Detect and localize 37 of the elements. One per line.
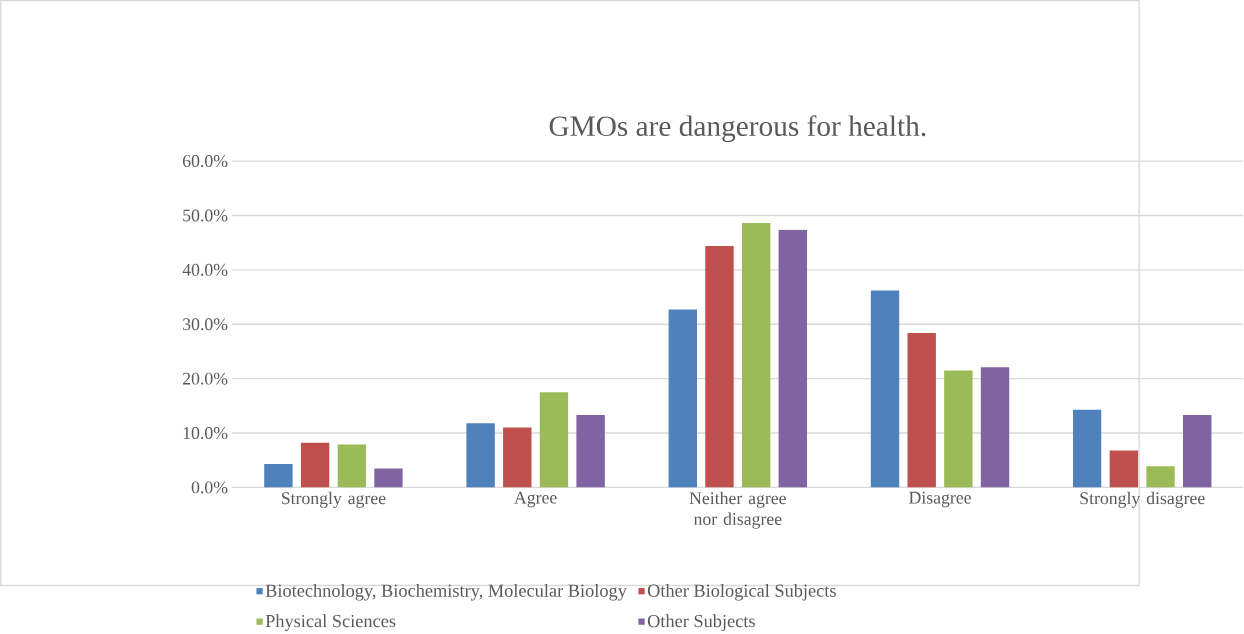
x-tick-label: Neither agree nor disagree (689, 491, 786, 529)
y-tick-label: 0.0% (191, 481, 228, 494)
bar (576, 415, 605, 488)
x-tick-label: Agree (514, 491, 557, 508)
y-tick-label: 40.0% (182, 263, 228, 276)
bar (337, 444, 366, 488)
legend-label: Biotechnology, Biochemistry, Molecular Biology (265, 584, 627, 601)
x-tick-label: Strongly disagree (1080, 491, 1205, 508)
bar (944, 370, 973, 488)
bar (1073, 409, 1102, 488)
bar (741, 223, 771, 488)
legend-label: Other Subjects (647, 614, 755, 632)
bar (1146, 466, 1175, 488)
x-tick-label: Disagree (909, 491, 971, 508)
bar (264, 464, 293, 488)
bar (466, 423, 495, 488)
legend-label: Other Biological Subjects (647, 584, 836, 601)
y-tick-label: 50.0% (183, 209, 228, 222)
bar (1109, 450, 1139, 488)
y-tick-label: 10.0% (183, 427, 228, 440)
bar (300, 442, 330, 488)
bar (870, 290, 900, 488)
bar (668, 309, 698, 488)
bar (539, 392, 569, 488)
bar (980, 367, 1010, 488)
chart-title: GMOs are dangerous for health. (549, 115, 926, 143)
y-tick-label: 20.0% (183, 372, 228, 385)
y-tick-label: 60.0% (182, 155, 228, 168)
y-tick-label: 30.0% (183, 318, 228, 331)
bar (907, 333, 936, 488)
bar (778, 229, 808, 488)
bar (1183, 415, 1212, 488)
legend-label: Physical Sciences (265, 614, 396, 632)
x-tick-label: Strongly agree (281, 491, 386, 508)
bar (705, 246, 734, 488)
bar (503, 427, 532, 488)
bar (374, 468, 403, 488)
